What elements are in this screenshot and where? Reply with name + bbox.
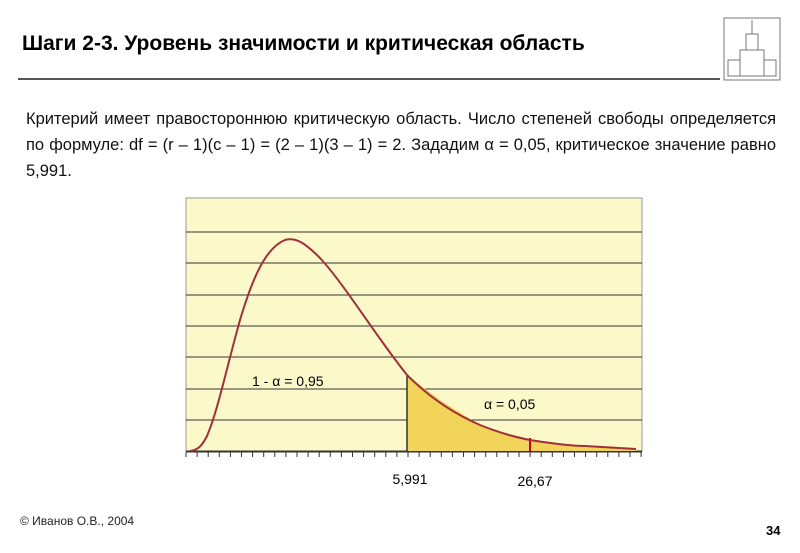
body-text: Критерий имеет правостороннюю критическу…: [26, 110, 776, 180]
footer-author: © Иванов О.В., 2004: [20, 514, 135, 528]
x-label: 5,991: [392, 471, 427, 487]
critical-region: [407, 375, 636, 451]
slide-title: Шаги 2-3. Уровень значимости и критическ…: [22, 32, 585, 55]
density-curve: [189, 238, 637, 452]
annotation: α = 0,05: [484, 396, 536, 412]
x-axis: [185, 451, 642, 457]
annotation: 1 - α = 0,95: [252, 373, 324, 389]
page-number: 34: [766, 523, 781, 538]
logo: [723, 17, 781, 81]
x-label: 26,67: [517, 473, 552, 489]
title-rule: [18, 78, 720, 80]
